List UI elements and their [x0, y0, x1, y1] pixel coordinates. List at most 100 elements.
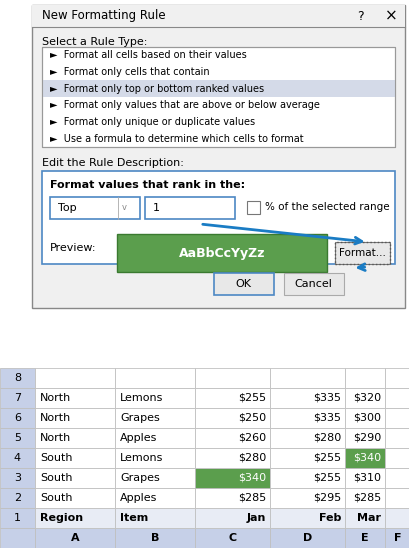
- Bar: [115, 448, 195, 468]
- Bar: [115, 488, 195, 508]
- Bar: [0, 468, 35, 488]
- Bar: [270, 448, 344, 468]
- Text: Jan: Jan: [246, 513, 265, 523]
- Text: v: v: [122, 203, 127, 213]
- Bar: [115, 388, 195, 408]
- Text: South: South: [40, 493, 72, 503]
- Bar: [42, 47, 394, 147]
- Bar: [213, 273, 273, 295]
- Bar: [384, 468, 409, 488]
- Bar: [50, 197, 139, 219]
- Text: E: E: [360, 533, 368, 543]
- Text: 8: 8: [14, 373, 21, 383]
- Bar: [0, 388, 35, 408]
- Text: $255: $255: [237, 393, 265, 403]
- Text: ►  Format only unique or duplicate values: ► Format only unique or duplicate values: [50, 117, 254, 127]
- Text: Region: Region: [40, 513, 83, 523]
- Text: North: North: [40, 433, 71, 443]
- Text: Grapes: Grapes: [120, 473, 160, 483]
- Bar: [32, 5, 404, 27]
- Bar: [35, 388, 115, 408]
- Bar: [35, 368, 115, 388]
- Text: 2: 2: [14, 493, 21, 503]
- Text: AaBbCcYyZz: AaBbCcYyZz: [178, 247, 265, 260]
- Bar: [384, 388, 409, 408]
- Bar: [270, 408, 344, 428]
- Bar: [115, 428, 195, 448]
- Text: Lemons: Lemons: [120, 393, 163, 403]
- Text: Feb: Feb: [318, 513, 340, 523]
- Text: ►  Format only values that are above or below average: ► Format only values that are above or b…: [50, 100, 319, 110]
- Bar: [384, 508, 409, 528]
- Text: 5: 5: [14, 433, 21, 443]
- Text: B: B: [151, 533, 159, 543]
- Bar: [344, 428, 384, 448]
- Text: North: North: [40, 393, 71, 403]
- Text: 1: 1: [153, 203, 160, 213]
- Text: C: C: [228, 533, 236, 543]
- Bar: [344, 528, 384, 548]
- Text: A: A: [70, 533, 79, 543]
- Bar: [270, 508, 344, 528]
- Text: $250: $250: [237, 413, 265, 423]
- Text: Mar: Mar: [356, 513, 380, 523]
- Bar: [384, 488, 409, 508]
- Bar: [35, 428, 115, 448]
- Bar: [117, 234, 326, 272]
- Bar: [0, 428, 35, 448]
- Bar: [344, 488, 384, 508]
- Bar: [42, 81, 394, 97]
- Bar: [0, 368, 35, 388]
- Bar: [283, 273, 343, 295]
- Bar: [344, 368, 384, 388]
- Bar: [35, 508, 115, 528]
- Text: OK: OK: [235, 279, 251, 289]
- Text: ×: ×: [384, 9, 396, 24]
- Text: ?: ?: [356, 9, 362, 22]
- Text: $340: $340: [237, 473, 265, 483]
- Text: Apples: Apples: [120, 493, 157, 503]
- Text: ►  Format all cells based on their values: ► Format all cells based on their values: [50, 50, 246, 60]
- Bar: [384, 448, 409, 468]
- Bar: [195, 528, 270, 548]
- Bar: [344, 468, 384, 488]
- Bar: [344, 448, 384, 468]
- Text: % of the selected range: % of the selected range: [264, 203, 389, 213]
- Bar: [334, 242, 389, 264]
- Text: New Formatting Rule: New Formatting Rule: [42, 9, 165, 22]
- Text: $290: $290: [352, 433, 380, 443]
- Text: $295: $295: [312, 493, 340, 503]
- Text: $255: $255: [312, 473, 340, 483]
- Bar: [384, 408, 409, 428]
- Bar: [115, 468, 195, 488]
- Text: 3: 3: [14, 473, 21, 483]
- Bar: [195, 488, 270, 508]
- Bar: [115, 508, 195, 528]
- Text: $335: $335: [312, 393, 340, 403]
- Text: Select a Rule Type:: Select a Rule Type:: [42, 37, 147, 47]
- Bar: [195, 368, 270, 388]
- Text: ►  Format only cells that contain: ► Format only cells that contain: [50, 67, 209, 77]
- Bar: [35, 488, 115, 508]
- Text: 1: 1: [14, 513, 21, 523]
- Bar: [42, 171, 394, 264]
- Text: $335: $335: [312, 413, 340, 423]
- Bar: [384, 428, 409, 448]
- Bar: [0, 408, 35, 428]
- Bar: [270, 488, 344, 508]
- Bar: [0, 508, 35, 528]
- Bar: [344, 508, 384, 528]
- Bar: [35, 448, 115, 468]
- Text: $255: $255: [312, 453, 340, 463]
- Text: D: D: [302, 533, 311, 543]
- Text: Preview:: Preview:: [50, 243, 96, 253]
- Bar: [32, 5, 404, 308]
- Text: South: South: [40, 453, 72, 463]
- Bar: [115, 368, 195, 388]
- Text: Top: Top: [58, 203, 76, 213]
- Text: Edit the Rule Description:: Edit the Rule Description:: [42, 158, 183, 168]
- Bar: [115, 528, 195, 548]
- Bar: [35, 408, 115, 428]
- Bar: [344, 408, 384, 428]
- Bar: [344, 388, 384, 408]
